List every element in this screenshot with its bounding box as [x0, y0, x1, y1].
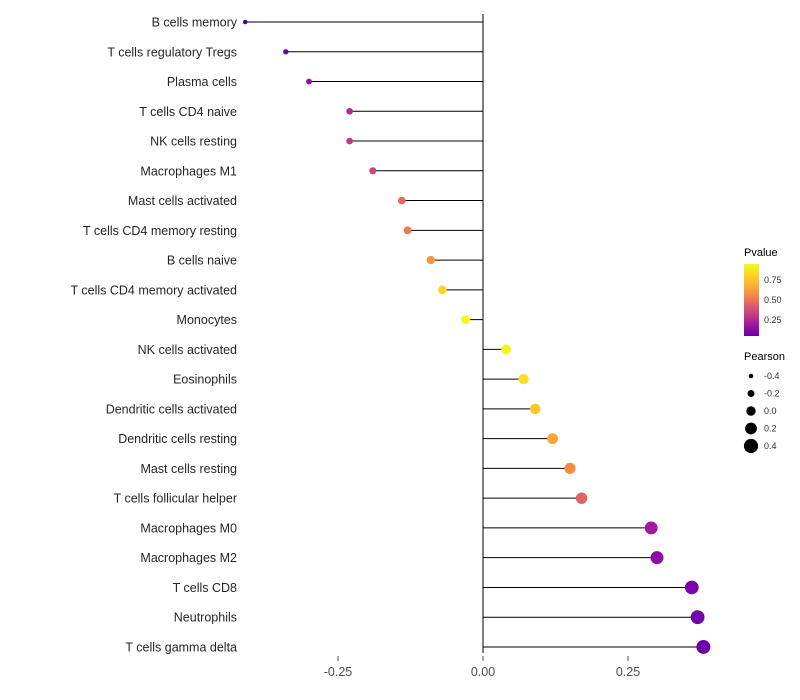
lollipop-row: Dendritic cells activated — [106, 402, 541, 416]
data-point[interactable] — [426, 255, 435, 265]
lollipop-row: Eosinophils — [173, 373, 529, 387]
category-label: Mast cells resting — [140, 462, 237, 476]
category-label: T cells regulatory Tregs — [107, 45, 237, 59]
data-point[interactable] — [369, 167, 377, 175]
lollipop-row: T cells CD4 naive — [139, 105, 483, 119]
lollipop-row: Mast cells activated — [128, 194, 483, 208]
pearson-legend-label: 0.2 — [764, 424, 777, 434]
category-label: T cells CD8 — [173, 581, 237, 595]
category-label: B cells memory — [152, 16, 238, 30]
category-label: Neutrophils — [174, 611, 237, 625]
lollipop-row: T cells CD4 memory activated — [71, 283, 483, 297]
data-point[interactable] — [518, 374, 529, 385]
lollipop-row: T cells follicular helper — [114, 492, 588, 506]
category-label: Macrophages M0 — [140, 521, 237, 535]
category-label: Dendritic cells resting — [118, 432, 237, 446]
pearson-legend-dot — [743, 438, 759, 454]
data-point[interactable] — [684, 580, 699, 595]
data-point[interactable] — [564, 462, 576, 474]
lollipop-row: Monocytes — [177, 313, 483, 327]
pvalue-legend-tick-label: 0.50 — [764, 295, 782, 305]
data-point[interactable] — [547, 433, 559, 445]
lollipop-row: T cells regulatory Tregs — [107, 45, 483, 59]
pearson-legend-title: Pearson — [744, 351, 785, 363]
lollipop-row: Mast cells resting — [140, 462, 576, 476]
category-label: B cells naive — [167, 254, 237, 268]
pvalue-legend-tick-label: 0.75 — [764, 275, 782, 285]
category-label: Plasma cells — [167, 75, 237, 89]
data-point[interactable] — [438, 285, 447, 295]
data-point[interactable] — [397, 196, 406, 205]
pearson-legend-label: -0.4 — [764, 371, 780, 381]
pvalue-gradient-bar — [744, 264, 759, 336]
pearson-legend-label: -0.2 — [764, 389, 780, 399]
pearson-legend-dot — [746, 406, 756, 416]
lollipop-row: T cells gamma delta — [125, 639, 711, 654]
category-label: T cells follicular helper — [114, 492, 237, 506]
data-point[interactable] — [242, 19, 248, 25]
data-point[interactable] — [575, 492, 588, 504]
lollipop-row: Dendritic cells resting — [118, 432, 559, 446]
data-point[interactable] — [461, 315, 471, 325]
category-label: Mast cells activated — [128, 194, 237, 208]
pearson-legend-label: 0.4 — [764, 441, 777, 451]
category-label: Macrophages M1 — [140, 164, 237, 178]
x-axis-tick-label: 0.25 — [616, 665, 640, 679]
data-point[interactable] — [346, 137, 353, 145]
lollipop-row: B cells naive — [167, 254, 483, 268]
pvalue-legend-title: Pvalue — [744, 247, 778, 259]
lollipop-row: NK cells resting — [150, 135, 483, 149]
lollipop-row: Plasma cells — [167, 75, 483, 89]
lollipop-row: Macrophages M0 — [140, 521, 658, 535]
data-point[interactable] — [501, 344, 512, 355]
category-label: T cells CD4 memory activated — [71, 283, 238, 297]
lollipop-row: NK cells activated — [138, 343, 512, 357]
category-label: Monocytes — [177, 313, 237, 327]
data-point[interactable] — [283, 49, 289, 55]
data-point[interactable] — [346, 107, 353, 115]
lollipop-row: B cells memory — [152, 16, 483, 30]
x-axis-tick-label: -0.25 — [324, 665, 353, 679]
data-point[interactable] — [644, 521, 658, 535]
data-point[interactable] — [690, 610, 705, 625]
data-point[interactable] — [650, 551, 664, 565]
lollipop-row: Macrophages M2 — [140, 551, 664, 565]
data-point[interactable] — [306, 78, 312, 85]
pearson-legend-dot — [747, 390, 755, 397]
lollipop-row: T cells CD8 — [173, 580, 699, 595]
category-label: Macrophages M2 — [140, 551, 237, 565]
pearson-legend-dot — [748, 373, 754, 379]
pearson-legend-dot — [745, 422, 757, 435]
data-point[interactable] — [403, 226, 412, 235]
data-point[interactable] — [696, 639, 711, 654]
lollipop-row: Neutrophils — [174, 610, 705, 625]
x-axis-tick-label: 0.00 — [471, 665, 495, 679]
pearson-legend-label: 0.0 — [764, 406, 777, 416]
category-label: T cells gamma delta — [125, 640, 237, 654]
category-label: Eosinophils — [173, 373, 237, 387]
category-label: T cells CD4 naive — [139, 105, 237, 119]
category-label: Dendritic cells activated — [106, 402, 237, 416]
category-label: NK cells activated — [138, 343, 237, 357]
pvalue-legend-tick-label: 0.25 — [764, 315, 782, 325]
data-point[interactable] — [529, 403, 541, 415]
lollipop-row: T cells CD4 memory resting — [83, 224, 483, 238]
lollipop-row: Macrophages M1 — [140, 164, 483, 178]
category-label: NK cells resting — [150, 135, 237, 149]
category-label: T cells CD4 memory resting — [83, 224, 237, 238]
